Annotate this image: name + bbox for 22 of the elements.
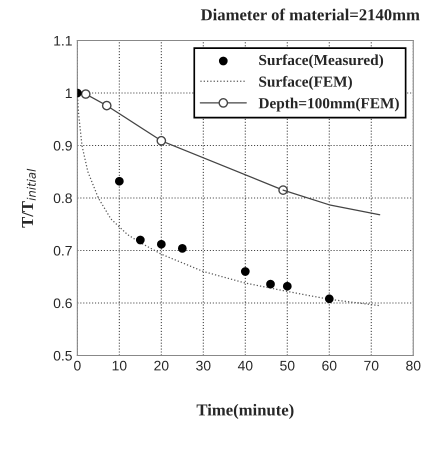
x-tick-label: 30 [196,360,210,371]
chart-title: Diameter of material=2140mm [200,8,420,20]
x-tick-label: 70 [364,360,378,371]
legend-label: Surface(Measured) [259,54,384,68]
legend-label: Depth=100mm(FEM) [258,98,399,112]
x-tick-label: 20 [154,360,169,371]
y-tick-label: 0.7 [54,246,72,256]
y-tick-label: 0.6 [54,298,72,308]
y-tick-label: 1 [66,88,72,98]
x-tick-label: 40 [238,360,252,371]
legend-label: Surface(FEM) [259,76,352,90]
y-tick-label: 1.1 [54,36,72,46]
x-tick-label: 10 [112,360,127,371]
x-axis-title: Time(minute) [196,404,294,419]
y-tick-label: 0.5 [54,350,72,361]
x-tick-label: 50 [280,360,294,371]
y-axis-title: T/T$_{initial}$ [22,168,36,228]
x-tick-label: 60 [322,360,336,371]
y-tick-label: 0.8 [54,193,72,204]
x-tick-label: 80 [406,360,420,371]
y-tick-label: 0.9 [54,140,72,151]
x-tick-label: 0 [74,360,81,371]
